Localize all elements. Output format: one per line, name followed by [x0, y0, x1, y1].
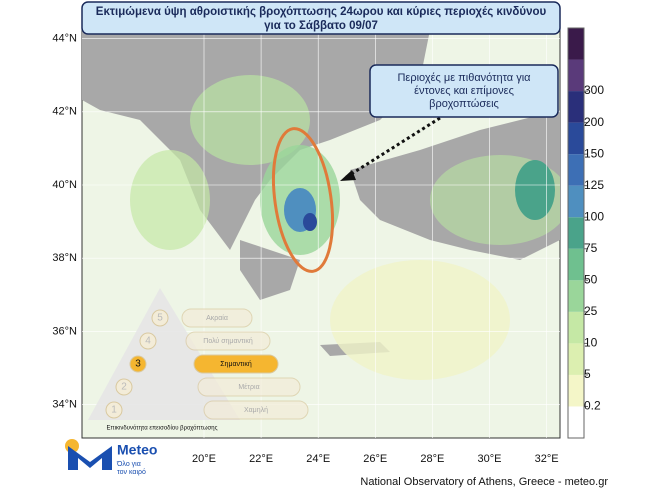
colorbar-segment: [568, 59, 584, 92]
arrow-head: [340, 170, 356, 181]
colorbar-segment: [568, 374, 584, 407]
risk-label: Σημαντική: [220, 361, 252, 368]
colorbar-label: 5: [584, 367, 591, 381]
logo-mark: [68, 446, 112, 470]
risk-number-badge: [139, 332, 157, 350]
colorbar-label: 25: [584, 304, 598, 318]
risk-number: 1: [111, 405, 117, 416]
risk-level-box: [197, 377, 301, 397]
callout-line: έντονες και επίμονες: [414, 85, 514, 97]
risk-number: 5: [157, 313, 163, 324]
colorbar-segment: [568, 122, 584, 155]
colorbar-label: 125: [584, 178, 604, 192]
colorbar-segment: [568, 280, 584, 312]
title-line: Εκτιμώμενα ύψη αθροιστικής βροχόπτωσης 2…: [96, 6, 547, 18]
colorbar-segment: [568, 343, 584, 375]
colorbar-segment: [568, 154, 584, 186]
callout-arrow: [344, 116, 441, 180]
colorbar-frame: [567, 27, 585, 439]
lon-label: 30°E: [478, 453, 502, 465]
colorbar-segment: [568, 248, 584, 281]
risk-level-box: [185, 331, 271, 351]
risk-level-box: [181, 308, 253, 328]
lat-label: 42°N: [52, 106, 77, 118]
lat-label: 34°N: [52, 399, 77, 411]
title-box: [81, 1, 561, 35]
callout-box: [369, 64, 559, 118]
risk-area: [272, 127, 334, 273]
risk-caption: Επικινδυνότητα επεισοδίου βροχόπτωσης: [107, 425, 218, 432]
risk-label: Ακραία: [206, 314, 228, 322]
lat-label: 44°N: [52, 33, 77, 45]
risk-label: Μέτρια: [238, 383, 259, 391]
risk-label: Χαμηλή: [244, 407, 268, 414]
colorbar-label: 100: [584, 209, 604, 223]
logo-name: Meteo: [117, 442, 157, 458]
colorbar-segment: [568, 311, 584, 344]
risk-number: 2: [121, 382, 127, 393]
lat-label: 36°N: [52, 325, 77, 337]
colorbar-label: 75: [584, 241, 598, 255]
callout-line: Περιοχές με πιθανότητα για: [397, 72, 531, 84]
risk-number-badge: [151, 309, 169, 327]
lon-label: 26°E: [363, 453, 387, 465]
colorbar-label: 200: [584, 115, 604, 129]
colorbar-segment: [568, 91, 584, 123]
colorbar-label: 10: [584, 336, 598, 350]
risk-number-badge: [129, 355, 147, 373]
colorbar-segment: [568, 217, 584, 249]
colorbar-segment: [568, 28, 584, 60]
colorbar: 0.2 5 10 25 50 75 100 125 150 200 300: [567, 27, 604, 439]
risk-number: 3: [135, 359, 141, 370]
logo-tagline: τον καιρό: [117, 468, 146, 476]
colorbar-label: 50: [584, 272, 598, 286]
colorbar-label: 0.2: [584, 399, 601, 413]
risk-level-box: [193, 354, 279, 374]
callout-line: βροχοπτώσεις: [429, 98, 499, 110]
colorbar-segment: [568, 406, 584, 438]
risk-number-badge: [115, 378, 133, 396]
lon-label: 32°E: [535, 453, 559, 465]
lon-label: 24°E: [306, 453, 330, 465]
lon-label: 20°E: [192, 453, 216, 465]
risk-label: Πολύ σημαντική: [203, 337, 253, 345]
colorbar-segment: [568, 185, 584, 218]
title-line: για το Σάββατο 09/07: [264, 20, 378, 32]
colorbar-label: 300: [584, 83, 604, 97]
risk-scale: 5 Ακραία 4 Πολύ σημαντική 3 Σημαντική 2 Μέτρια 1…: [105, 308, 309, 420]
risk-number: 4: [145, 336, 151, 347]
credit: National Observatory of Athens, Greece -…: [360, 476, 608, 488]
risk-level-box: [203, 400, 309, 420]
lat-label: 40°N: [52, 179, 77, 191]
lat-label: 38°N: [52, 252, 77, 264]
lon-label: 22°E: [249, 453, 273, 465]
lon-label: 28°E: [420, 453, 444, 465]
logo-tagline: Όλο για: [116, 461, 141, 468]
colorbar-label: 150: [584, 146, 604, 160]
risk-number-badge: [105, 401, 123, 419]
